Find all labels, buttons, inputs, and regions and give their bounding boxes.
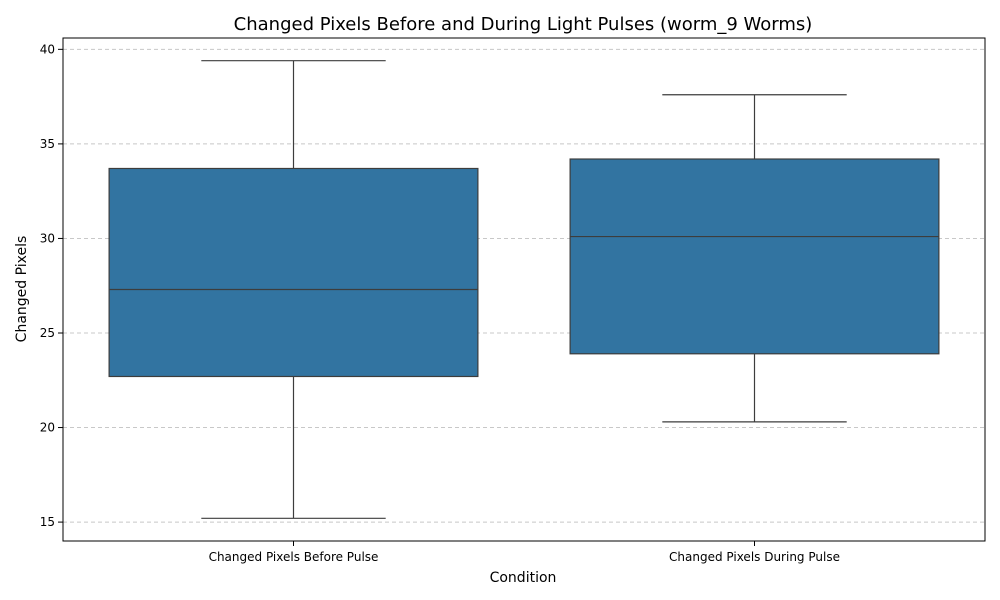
box-layer — [108, 60, 940, 519]
y-tick-label: 15 — [40, 515, 55, 529]
chart-title: Changed Pixels Before and During Light P… — [234, 14, 813, 35]
x-tick-label: Changed Pixels During Pulse — [669, 550, 840, 564]
y-tick-label: 25 — [40, 326, 55, 340]
y-axis-title: Changed Pixels — [14, 236, 30, 343]
iqr-box — [569, 158, 940, 355]
plot-frame — [62, 37, 986, 542]
y-tick-label: 40 — [40, 42, 55, 56]
tick-layer: 15 20 25 30 35 40 Changed Pixels Before Pulse C… — [40, 42, 840, 564]
y-tick-label: 35 — [40, 137, 55, 151]
x-axis-title: Condition — [490, 570, 557, 586]
iqr-box — [108, 167, 479, 378]
y-tick-label: 30 — [40, 231, 55, 245]
y-tick-label: 20 — [40, 421, 55, 435]
x-tick-label: Changed Pixels Before Pulse — [209, 550, 379, 564]
